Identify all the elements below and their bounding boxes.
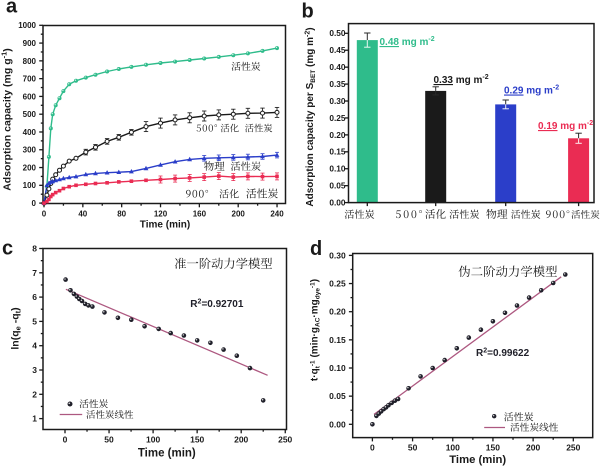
- svg-text:0.10: 0.10: [329, 164, 346, 174]
- svg-text:0.05: 0.05: [329, 391, 346, 401]
- svg-text:2: 2: [32, 389, 37, 399]
- svg-text:0.30: 0.30: [329, 96, 346, 106]
- svg-text:4: 4: [32, 341, 37, 351]
- svg-text:0.05: 0.05: [329, 181, 346, 191]
- svg-text:0.29 mg m-2: 0.29 mg m-2: [504, 85, 559, 97]
- svg-text:200: 200: [234, 435, 248, 445]
- svg-text:7: 7: [32, 268, 37, 278]
- svg-text:0: 0: [63, 435, 68, 445]
- svg-text:600: 600: [23, 92, 37, 101]
- svg-text:0.10: 0.10: [329, 363, 346, 373]
- svg-text:240: 240: [270, 210, 284, 219]
- svg-text:0.50: 0.50: [329, 28, 346, 38]
- svg-text:d: d: [310, 238, 322, 260]
- svg-text:200: 200: [526, 443, 540, 453]
- svg-text:6: 6: [32, 292, 37, 302]
- svg-text:0.45: 0.45: [329, 45, 346, 55]
- svg-text:0.15: 0.15: [329, 147, 346, 157]
- svg-text:R2=0.99622: R2=0.99622: [476, 348, 530, 360]
- svg-text:3: 3: [32, 365, 37, 375]
- svg-text:80: 80: [117, 210, 126, 219]
- svg-text:0.00: 0.00: [329, 419, 346, 429]
- svg-text:5: 5: [32, 316, 37, 326]
- svg-text:50: 50: [408, 443, 418, 453]
- svg-text:0: 0: [32, 199, 37, 208]
- svg-text:120: 120: [154, 210, 168, 219]
- svg-text:Adsorption capacity per SBET (: Adsorption capacity per SBET (mg m-2): [305, 27, 317, 206]
- svg-text:8: 8: [32, 244, 37, 254]
- svg-text:250: 250: [566, 443, 580, 453]
- svg-text:Time (min): Time (min): [449, 454, 506, 466]
- svg-text:1000: 1000: [18, 21, 36, 30]
- svg-text:0.20: 0.20: [329, 307, 346, 317]
- svg-text:Time (min): Time (min): [140, 220, 190, 231]
- svg-text:Adsorption capacity (mg g-1): Adsorption capacity (mg g-1): [0, 48, 14, 191]
- svg-text:0.25: 0.25: [329, 279, 346, 289]
- svg-text:0.30: 0.30: [329, 250, 346, 260]
- svg-text:100: 100: [446, 443, 460, 453]
- svg-text:0.33 mg m-2: 0.33 mg m-2: [434, 74, 489, 86]
- svg-text:R2=0.92701: R2=0.92701: [190, 299, 244, 311]
- svg-text:200: 200: [23, 163, 37, 172]
- svg-text:0.19 mg m-2: 0.19 mg m-2: [538, 120, 593, 132]
- svg-text:700: 700: [23, 75, 37, 84]
- svg-text:200: 200: [232, 210, 246, 219]
- svg-text:0.00: 0.00: [329, 198, 346, 208]
- svg-text:300: 300: [23, 146, 37, 155]
- svg-text:0: 0: [370, 443, 375, 453]
- svg-text:100: 100: [146, 435, 160, 445]
- svg-text:c: c: [2, 237, 13, 259]
- svg-text:b: b: [302, 0, 314, 22]
- svg-text:0.35: 0.35: [329, 79, 346, 89]
- svg-text:ln(qe -qt): ln(qe -qt): [10, 307, 23, 349]
- svg-text:0.48 mg m-2: 0.48 mg m-2: [380, 36, 435, 48]
- svg-text:0.25: 0.25: [329, 113, 346, 123]
- svg-text:0.20: 0.20: [329, 130, 346, 140]
- svg-text:160: 160: [193, 210, 207, 219]
- svg-text:250: 250: [278, 435, 292, 445]
- svg-text:Time (min): Time (min): [138, 448, 196, 460]
- svg-text:t·qt-1 (min·gAC·mgdye-1): t·qt-1 (min·gAC·mgdye-1): [309, 279, 321, 381]
- svg-text:0.40: 0.40: [329, 62, 346, 72]
- svg-text:40: 40: [78, 210, 87, 219]
- svg-text:50: 50: [104, 435, 114, 445]
- svg-text:0.15: 0.15: [329, 335, 346, 345]
- svg-text:a: a: [6, 0, 18, 18]
- svg-text:100: 100: [23, 181, 37, 190]
- svg-text:400: 400: [23, 128, 37, 137]
- svg-text:150: 150: [486, 443, 500, 453]
- svg-text:900: 900: [23, 39, 37, 48]
- svg-text:500: 500: [23, 110, 37, 119]
- svg-text:1: 1: [32, 414, 37, 424]
- svg-text:0: 0: [42, 210, 47, 219]
- svg-text:150: 150: [190, 435, 204, 445]
- svg-text:800: 800: [23, 57, 37, 66]
